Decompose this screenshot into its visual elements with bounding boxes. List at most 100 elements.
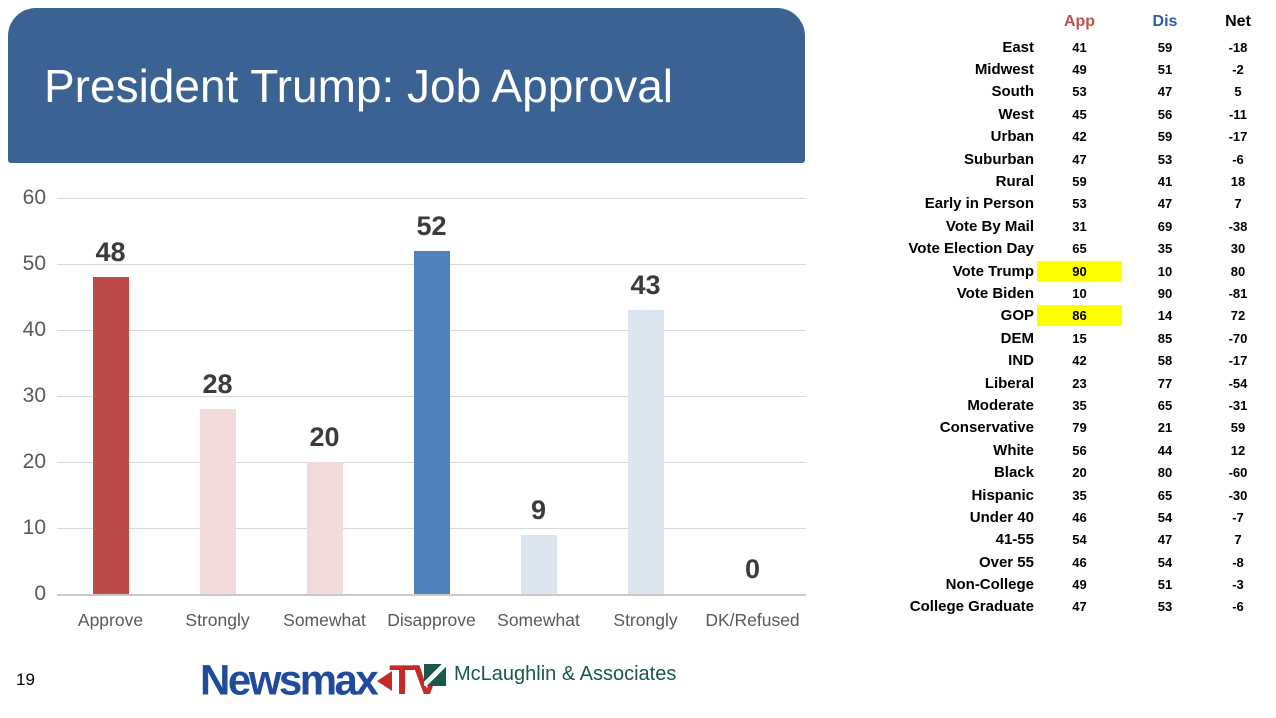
- cell-dis: 51: [1157, 577, 1173, 593]
- row-label: Vote By Mail: [945, 217, 1034, 235]
- row-label: East: [1002, 38, 1034, 56]
- cell-app: 45: [1072, 106, 1087, 122]
- cell-app: 47: [1072, 599, 1087, 615]
- y-axis-tick-label: 20: [22, 450, 46, 473]
- row-label: DEM: [1000, 329, 1034, 347]
- bar-somewhat: [306, 462, 343, 594]
- bar-value-label: 20: [309, 422, 340, 452]
- row-label: Vote Biden: [956, 284, 1034, 302]
- cell-dis: 47: [1157, 196, 1173, 212]
- plot-area: [57, 198, 806, 596]
- table-row: Over 55 46 54 -8: [880, 551, 1270, 573]
- bar-strongly: [199, 409, 236, 594]
- y-axis-tick-label: 0: [34, 582, 46, 605]
- bar-somewhat: [520, 534, 557, 594]
- table-row: Midwest 49 51 -2: [880, 58, 1270, 80]
- job-approval-bar-chart: 0 10 20 30 40 50 60 48 Approve 28 Strongly 20 Somewh…: [0, 180, 840, 660]
- newsmax-arrow-icon: [377, 671, 393, 691]
- cell-app: 49: [1072, 62, 1087, 78]
- column-header-dis: Dis: [1152, 13, 1178, 30]
- table-row: East 41 59 -18: [880, 36, 1270, 58]
- table-row: Vote Biden 10 90 -81: [880, 282, 1270, 304]
- cell-dis: 59: [1157, 129, 1173, 145]
- cell-net: -54: [1228, 375, 1248, 391]
- cell-net: 59: [1230, 420, 1246, 436]
- y-axis-tick-label: 50: [22, 252, 46, 275]
- table-row: West 45 56 -11: [880, 103, 1270, 125]
- column-header-app: App: [1063, 13, 1096, 30]
- cell-net: -31: [1228, 397, 1248, 413]
- table-row: College Graduate 47 53 -6: [880, 596, 1270, 618]
- row-label: Non-College: [945, 576, 1034, 594]
- cell-dis: 35: [1157, 241, 1173, 257]
- cell-app: 42: [1072, 353, 1087, 369]
- cell-app: 86: [1037, 305, 1122, 327]
- cell-net: -6: [1232, 151, 1244, 167]
- x-axis-category-label: Strongly: [613, 610, 678, 630]
- cell-app: 79: [1072, 420, 1087, 436]
- table-row: IND 42 58 -17: [880, 349, 1270, 371]
- cell-dis: 80: [1157, 465, 1173, 481]
- cell-net: -3: [1232, 577, 1244, 593]
- cell-app: 35: [1072, 397, 1087, 413]
- table-row: Vote Election Day 65 35 30: [880, 238, 1270, 260]
- title-banner: President Trump: Job Approval: [8, 8, 805, 163]
- row-label: College Graduate: [909, 598, 1034, 616]
- x-axis-category-label: Approve: [77, 610, 144, 630]
- cell-dis: 90: [1157, 285, 1173, 301]
- cell-net: 12: [1230, 442, 1246, 458]
- x-axis-category-label: Somewhat: [497, 610, 580, 630]
- cell-dis: 69: [1157, 218, 1173, 234]
- table-row: Suburban 47 53 -6: [880, 148, 1270, 170]
- row-label: Suburban: [964, 150, 1034, 168]
- mclaughlin-associates-logo: McLaughlin & Associates: [424, 663, 676, 686]
- row-label: White: [993, 441, 1034, 459]
- cell-dis: 53: [1157, 151, 1173, 167]
- cell-net: -38: [1228, 218, 1248, 234]
- cell-net: 72: [1230, 308, 1246, 324]
- row-label: Urban: [990, 128, 1034, 146]
- bar-value-label: 48: [95, 237, 126, 268]
- cell-net: -6: [1232, 599, 1244, 615]
- mclaughlin-text: McLaughlin & Associates: [454, 663, 677, 685]
- cell-dis: 65: [1157, 487, 1173, 503]
- cell-net: 7: [1234, 196, 1242, 212]
- cell-dis: 77: [1157, 375, 1173, 391]
- cell-dis: 65: [1157, 397, 1173, 413]
- cell-dis: 41: [1157, 174, 1173, 190]
- row-label: West: [998, 105, 1034, 123]
- row-label: Under 40: [969, 508, 1034, 526]
- page-title: President Trump: Job Approval: [44, 59, 673, 112]
- row-label: Vote Election Day: [908, 240, 1034, 258]
- table-row: Under 40 46 54 -7: [880, 506, 1270, 528]
- cell-dis: 54: [1157, 509, 1173, 525]
- x-axis-category-label: Strongly: [185, 610, 250, 630]
- row-label: Over 55: [978, 553, 1034, 571]
- cell-app: 42: [1072, 129, 1087, 145]
- cell-net: -81: [1228, 285, 1248, 301]
- x-axis-category-label: DK/Refused: [705, 610, 800, 630]
- cell-app: 54: [1072, 532, 1087, 548]
- bar-approve: [92, 277, 129, 594]
- x-axis-category-label: Disapprove: [387, 610, 476, 630]
- cell-dis: 14: [1157, 308, 1173, 324]
- row-label: Conservative: [939, 419, 1034, 437]
- cell-dis: 53: [1157, 599, 1173, 615]
- demographics-table: App Dis Net East 41 59 -18 Midwest 49 51 -2 South 53…: [880, 8, 1270, 618]
- row-label: Hispanic: [971, 486, 1034, 504]
- table-row: White 56 44 12: [880, 439, 1270, 461]
- cell-app: 20: [1072, 465, 1087, 481]
- cell-dis: 59: [1157, 39, 1173, 55]
- table-row: Moderate 35 65 -31: [880, 394, 1270, 416]
- cell-dis: 85: [1157, 330, 1173, 346]
- cell-net: 7: [1234, 532, 1242, 548]
- cell-net: 80: [1230, 263, 1246, 279]
- cell-dis: 44: [1157, 442, 1173, 458]
- table-row: Black 20 80 -60: [880, 461, 1270, 483]
- row-label: Rural: [995, 173, 1034, 191]
- cell-dis: 47: [1157, 532, 1173, 548]
- cell-net: -18: [1228, 39, 1248, 55]
- table-row: South 53 47 5: [880, 81, 1270, 103]
- table-row: Vote Trump 90 10 80: [880, 260, 1270, 282]
